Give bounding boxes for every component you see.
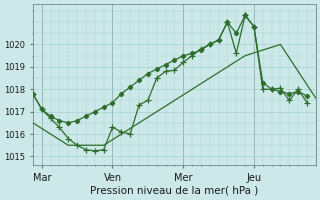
X-axis label: Pression niveau de la mer( hPa ): Pression niveau de la mer( hPa ) <box>90 186 259 196</box>
